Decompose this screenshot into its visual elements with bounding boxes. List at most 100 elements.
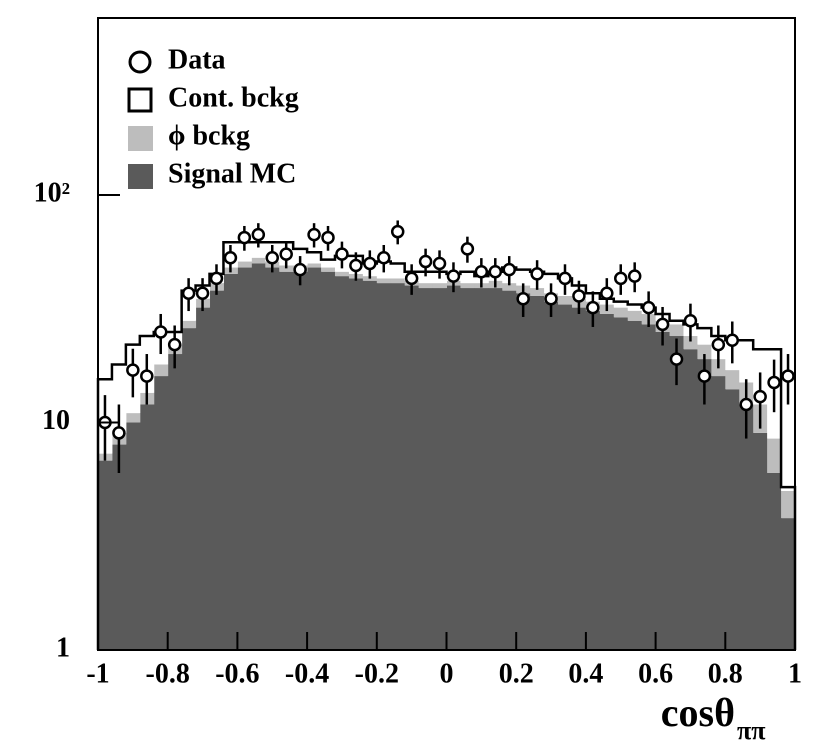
cont-bar [251,242,266,258]
stack-bar [418,283,434,289]
stack-bar [362,280,378,650]
stack-bar [334,276,350,650]
stack-bar [460,283,475,289]
data-point [460,242,475,256]
stack-bar [153,364,169,377]
stack-bar [181,320,197,329]
cont-bar [111,364,127,433]
data-point [683,314,698,328]
stack-bar [655,331,671,650]
stack-bar [781,518,796,650]
stack-bar [223,273,238,650]
stack-bar [669,336,684,650]
stack-bar [376,283,392,650]
stack-bar [558,304,573,650]
cont-bar [307,252,322,264]
stack-bar [167,354,183,650]
legend-marker [128,50,152,74]
data-point [390,224,405,239]
stack-bar [446,285,461,650]
legend-label: ϕ bckg [168,120,250,151]
data-point [209,271,224,286]
stack-bar [725,370,740,390]
y-tick-label: 1 [56,632,70,663]
data-point [669,352,684,366]
cont-bar [237,242,252,262]
data-point [558,271,572,286]
stack-bar [683,349,698,650]
stack-bar [111,444,127,650]
legend-label: Cont. bckg [168,82,299,113]
stack-bar [209,290,224,650]
stack-bar [781,490,796,519]
data-point [140,369,154,383]
x-tick-label: 0.2 [499,658,534,689]
stack-bar [460,288,475,650]
stack-bar [321,271,336,650]
data-point [335,247,349,261]
data-point [781,369,795,383]
legend-marker [127,87,153,113]
stack-bar [293,271,308,650]
stack-bar [739,404,754,650]
cont-bar [697,328,712,345]
stack-bar [418,288,434,650]
data-point [377,250,391,265]
data-point [181,286,196,301]
stack-bar [390,283,406,650]
cont-bar [460,271,475,284]
data-point [655,317,670,332]
stack-bar [125,413,141,423]
x-tick-label: 1 [788,658,802,689]
stack-bar [767,438,782,473]
x-tick-label: -0.4 [285,658,329,689]
stack-bar [697,344,712,360]
data-point [488,264,503,279]
data-point [432,256,447,271]
x-tick-label: -1 [86,658,109,689]
stack-bar [599,313,615,650]
legend-label: Data [168,44,226,75]
plot-area [96,220,797,650]
stack-bar [530,288,545,296]
data-point [363,256,377,271]
stack-bar [279,271,294,650]
y-tick-label: 10² [34,177,70,208]
y-tick-label: 10 [42,405,70,436]
stack-bar [697,359,712,650]
data-point [404,271,419,286]
x-tick-label: 0.6 [638,658,673,689]
stack-bar [613,317,629,650]
cont-bar [739,340,754,383]
stack-bar [432,283,447,289]
stack-bar [125,422,141,650]
stack-bar [530,295,545,650]
data-point [516,291,530,306]
stack-bar [558,295,573,305]
data-point [153,325,168,339]
cont-bar [321,259,336,268]
legend-label: Signal MC [168,158,296,189]
stack-bar [488,288,503,650]
data-point [126,363,140,377]
stack-bar [613,307,629,318]
data-point [739,397,753,412]
x-tick-label: -0.8 [146,658,190,689]
stack-bar [753,432,768,650]
data-point [544,291,558,306]
stack-bar [307,267,322,650]
stack-bar [279,265,294,272]
stack-bar [334,271,350,277]
stack-bar [683,336,698,350]
cont-bar [418,271,434,284]
stack-bar [237,267,252,650]
stack-bar [376,278,392,284]
data-point [446,269,461,283]
stack-bar [641,324,657,650]
data-point [697,369,712,383]
cont-bar [613,301,629,308]
data-point [279,247,293,261]
data-point [725,333,740,347]
cont-bar [516,269,531,286]
stack-bar [725,389,740,650]
